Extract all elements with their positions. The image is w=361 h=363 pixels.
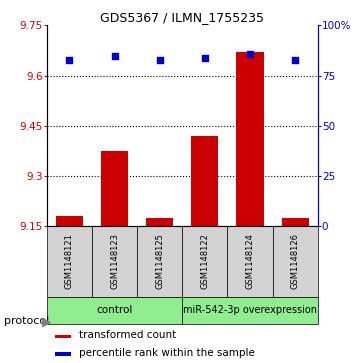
Bar	[236, 52, 264, 226]
Bar	[191, 136, 218, 226]
Bar	[282, 218, 309, 226]
Text: percentile rank within the sample: percentile rank within the sample	[79, 348, 255, 358]
Bar	[47, 297, 182, 324]
Point	[112, 53, 118, 58]
Point	[67, 57, 73, 62]
Text: GSM1148121: GSM1148121	[65, 233, 74, 289]
Bar	[227, 226, 273, 297]
Bar	[55, 335, 71, 338]
Bar	[92, 226, 137, 297]
Text: protocol: protocol	[4, 316, 49, 326]
Bar	[56, 216, 83, 226]
Text: GSM1148123: GSM1148123	[110, 233, 119, 289]
Point	[157, 57, 162, 62]
Bar	[182, 297, 318, 324]
Bar	[182, 226, 227, 297]
Text: miR-542-3p overexpression: miR-542-3p overexpression	[183, 305, 317, 315]
Text: GSM1148122: GSM1148122	[200, 233, 209, 289]
Point	[247, 50, 253, 56]
Bar	[55, 352, 71, 356]
Point	[202, 55, 208, 61]
Text: transformed count: transformed count	[79, 330, 177, 340]
Point	[292, 57, 298, 62]
Bar	[273, 226, 318, 297]
Bar	[137, 226, 182, 297]
Text: GSM1148125: GSM1148125	[155, 233, 164, 289]
Text: GSM1148126: GSM1148126	[291, 233, 300, 289]
Text: GSM1148124: GSM1148124	[245, 233, 255, 289]
Text: control: control	[96, 305, 133, 315]
Bar	[47, 226, 92, 297]
Bar	[101, 151, 128, 226]
Title: GDS5367 / ILMN_1755235: GDS5367 / ILMN_1755235	[100, 11, 264, 24]
Bar	[146, 218, 173, 226]
Text: ▶: ▶	[42, 315, 51, 329]
